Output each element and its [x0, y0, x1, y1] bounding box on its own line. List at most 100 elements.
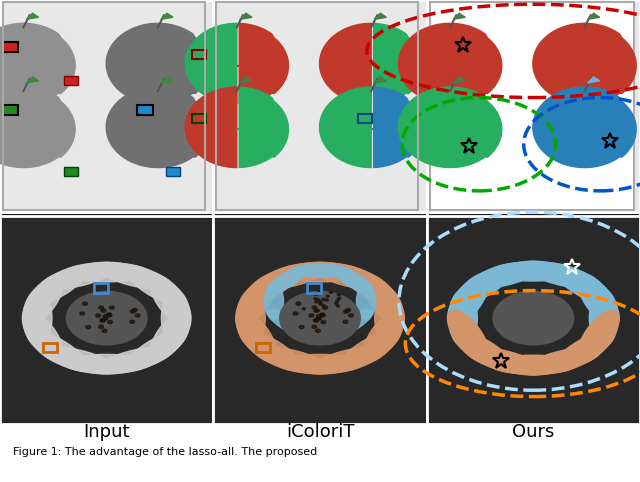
Ellipse shape [332, 309, 372, 336]
Circle shape [80, 312, 84, 315]
Ellipse shape [280, 354, 360, 374]
Ellipse shape [150, 276, 191, 325]
Polygon shape [453, 77, 465, 83]
Ellipse shape [339, 331, 399, 371]
Circle shape [326, 295, 330, 297]
Polygon shape [185, 23, 237, 104]
Bar [3, 41, 19, 52]
Circle shape [312, 306, 317, 309]
Ellipse shape [150, 311, 191, 361]
Circle shape [323, 306, 328, 309]
Bar [213, 0, 427, 212]
Polygon shape [533, 87, 636, 168]
Ellipse shape [375, 292, 404, 345]
Circle shape [130, 320, 134, 323]
Ellipse shape [23, 292, 52, 345]
Circle shape [343, 320, 348, 323]
Circle shape [296, 302, 301, 305]
Polygon shape [319, 87, 371, 168]
Ellipse shape [447, 275, 489, 326]
Circle shape [316, 317, 321, 320]
Circle shape [349, 314, 353, 317]
Polygon shape [26, 77, 38, 83]
Ellipse shape [293, 264, 347, 277]
Ellipse shape [22, 276, 63, 325]
Polygon shape [106, 87, 209, 168]
Ellipse shape [241, 331, 301, 371]
Circle shape [309, 314, 314, 317]
Ellipse shape [28, 331, 88, 371]
Polygon shape [371, 23, 423, 104]
Ellipse shape [268, 309, 308, 336]
Polygon shape [0, 23, 75, 104]
Ellipse shape [308, 262, 384, 289]
Polygon shape [399, 23, 502, 104]
Ellipse shape [280, 263, 360, 282]
Circle shape [280, 292, 360, 345]
Ellipse shape [256, 262, 332, 289]
Bar [256, 343, 270, 352]
Ellipse shape [578, 275, 619, 326]
Bar [0, 216, 213, 424]
Ellipse shape [332, 266, 372, 293]
Circle shape [101, 319, 106, 321]
Ellipse shape [364, 276, 404, 325]
Polygon shape [588, 77, 600, 83]
Ellipse shape [308, 347, 384, 374]
Bar [216, 2, 418, 210]
Circle shape [132, 308, 137, 312]
Circle shape [317, 291, 321, 293]
Circle shape [320, 313, 325, 316]
Ellipse shape [589, 291, 618, 346]
Ellipse shape [95, 347, 171, 374]
Circle shape [131, 310, 135, 313]
Text: Ours: Ours [512, 423, 554, 442]
Ellipse shape [552, 265, 614, 306]
Bar [213, 216, 427, 424]
Circle shape [336, 305, 339, 307]
Bar [307, 283, 321, 293]
Polygon shape [319, 23, 371, 104]
Circle shape [299, 325, 304, 329]
Bar [43, 343, 57, 352]
Polygon shape [453, 13, 465, 19]
Circle shape [336, 300, 339, 302]
Polygon shape [26, 13, 38, 19]
Circle shape [493, 292, 573, 345]
Circle shape [319, 303, 322, 305]
Bar [3, 105, 19, 115]
Text: Input: Input [83, 423, 130, 442]
Text: iColoriT: iColoriT [285, 423, 355, 442]
Polygon shape [374, 13, 387, 19]
Bar [358, 114, 372, 123]
Ellipse shape [552, 331, 614, 372]
Bar [138, 105, 153, 115]
Polygon shape [237, 23, 289, 104]
Bar [0, 212, 213, 424]
Ellipse shape [42, 262, 118, 289]
Ellipse shape [364, 311, 404, 361]
Circle shape [314, 310, 317, 312]
Circle shape [325, 299, 328, 301]
Circle shape [312, 325, 317, 328]
Bar [430, 2, 634, 210]
Bar [3, 2, 205, 210]
Ellipse shape [468, 348, 545, 375]
Ellipse shape [95, 262, 171, 289]
Bar [166, 167, 180, 176]
Text: Figure 1: The advantage of the lasso-all. The proposed: Figure 1: The advantage of the lasso-all… [13, 447, 317, 457]
Bar [64, 76, 78, 85]
Circle shape [102, 329, 107, 333]
Ellipse shape [125, 331, 186, 371]
Ellipse shape [522, 348, 599, 375]
Polygon shape [588, 13, 600, 19]
Circle shape [108, 321, 113, 324]
Circle shape [337, 297, 340, 299]
Ellipse shape [452, 265, 515, 306]
Bar [64, 167, 78, 176]
Bar [0, 0, 213, 212]
Circle shape [86, 325, 91, 329]
Circle shape [321, 321, 326, 324]
Circle shape [314, 293, 317, 295]
Polygon shape [0, 87, 75, 168]
